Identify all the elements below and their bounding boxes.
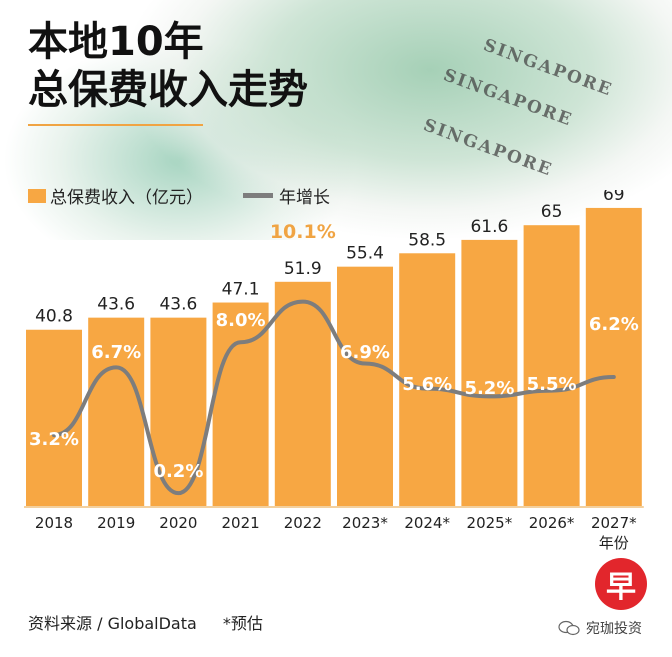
legend-item-bars: 总保费收入（亿元）: [28, 183, 203, 208]
x-tick-label: 2023*: [342, 514, 388, 532]
x-tick-label: 2025*: [467, 514, 513, 532]
growth-label: 6.2%: [589, 314, 639, 335]
legend-item-line: 年增长: [243, 183, 330, 208]
x-tick-label: 2027*: [591, 514, 637, 532]
publisher-logo: 早: [595, 558, 647, 610]
bar-value-label: 43.6: [97, 295, 135, 315]
bar-value-label: 58.5: [408, 230, 446, 250]
growth-label: 5.2%: [464, 378, 514, 399]
bar: [26, 329, 82, 506]
x-tick-label: 2026*: [529, 514, 575, 532]
x-axis-unit-label: 年份: [599, 534, 629, 552]
legend-bar-swatch: [28, 188, 46, 203]
growth-label: 0.2%: [153, 461, 203, 482]
chart-title-line2: 总保费收入走势: [28, 67, 308, 113]
bar: [461, 239, 518, 506]
title-underline: [28, 124, 203, 126]
watermark-text: 宛珈投资: [586, 621, 642, 637]
growth-line: [52, 299, 616, 496]
bar-value-label: 69: [603, 190, 625, 205]
bar: [337, 266, 393, 506]
bar: [274, 281, 331, 506]
x-tick-label: 2024*: [404, 514, 450, 532]
legend: 总保费收入（亿元） 年增长: [28, 183, 370, 208]
x-tick-label: 2019: [97, 514, 135, 532]
x-tick-label: 2021: [222, 514, 260, 532]
bar-value-label: 55.4: [346, 244, 384, 264]
x-tick-label: 2018: [35, 514, 73, 532]
bar: [88, 317, 145, 506]
x-tick-label: 2020: [159, 514, 197, 532]
legend-line-label: 年增长: [279, 188, 330, 208]
bar: [523, 225, 580, 506]
bar-value-label: 61.6: [470, 217, 508, 237]
bar-value-label: 51.9: [284, 259, 322, 279]
bar-value-label: 47.1: [222, 280, 260, 300]
growth-label: 6.7%: [91, 342, 141, 363]
footer: 资料来源 / GlobalData *预估: [28, 610, 289, 634]
watermark: 宛珈投资: [558, 618, 642, 638]
legend-line-swatch: [243, 193, 273, 198]
x-tick-label: 2022: [284, 514, 322, 532]
bar-value-label: 43.6: [159, 295, 197, 315]
legend-bars-label: 总保费收入（亿元）: [50, 188, 203, 208]
growth-label: 10.1%: [270, 221, 336, 243]
chart-title-line1: 本地10年: [28, 19, 204, 65]
bar: [399, 253, 456, 506]
umbrella-background: [0, 0, 672, 240]
wechat-icon: [558, 620, 580, 636]
chart-title: 本地10年 总保费收入走势: [28, 18, 308, 114]
growth-label: 8.0%: [216, 310, 266, 331]
growth-label: 5.6%: [402, 374, 452, 395]
bar-value-label: 40.8: [35, 307, 73, 327]
growth-label: 6.9%: [340, 342, 390, 363]
bar-value-label: 65: [541, 202, 563, 222]
growth-label: 5.5%: [527, 374, 577, 395]
growth-label: 3.2%: [29, 429, 79, 450]
source-note: 资料来源 / GlobalData: [28, 614, 197, 633]
bar: [585, 207, 642, 507]
estimate-note: *预估: [222, 614, 263, 633]
combo-chart: 40.8 43.6 43.6 47.1 51.9 55.4 58.5 61.6 65 69 3.2%…: [24, 190, 644, 552]
